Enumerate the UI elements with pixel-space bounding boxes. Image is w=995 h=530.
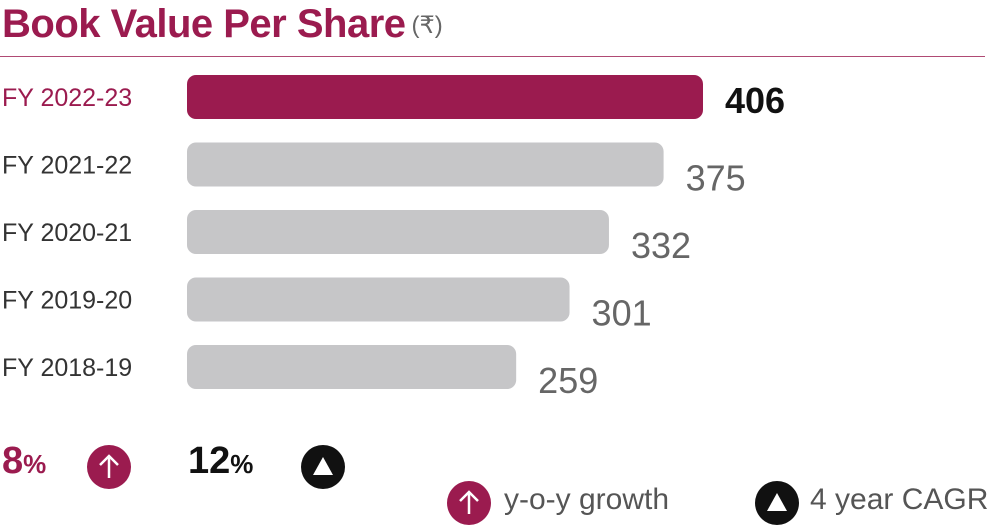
value-label: 259: [538, 360, 598, 400]
title-divider: [0, 56, 985, 57]
bar: [187, 210, 609, 254]
cagr-summary: 12%: [188, 440, 253, 500]
cagr-percent-sign: %: [230, 449, 254, 479]
yoy-percent-sign: %: [23, 449, 47, 479]
triangle-circle-icon: [301, 445, 345, 489]
bar: [187, 75, 703, 119]
value-label: 332: [631, 225, 691, 266]
yoy-growth-value: 8: [2, 440, 24, 482]
currency-unit: (₹): [411, 12, 443, 39]
arrow-up-circle-icon: [87, 445, 131, 489]
legend-yoy-label: y-o-y growth: [504, 483, 670, 516]
category-label: FY 2022-23: [2, 84, 132, 112]
bar: [187, 142, 664, 187]
value-label: 375: [686, 158, 746, 199]
yoy-summary: 8%: [2, 440, 46, 500]
value-label: 301: [592, 293, 652, 334]
value-label: 406: [725, 80, 785, 121]
bar: [187, 345, 517, 389]
bar: [187, 277, 570, 322]
cagr-value: 12: [188, 440, 231, 482]
legend-triangle-circle-icon: [755, 481, 799, 525]
chart-title-group: Book Value Per Share (₹): [2, 0, 443, 48]
legend-cagr-label: 4 year CAGR: [810, 483, 989, 516]
legend-arrow-up-circle-icon: [447, 481, 491, 525]
chart-title: Book Value Per Share: [2, 2, 406, 46]
bar-chart: FY 2022-23 406 FY 2021-22 375 FY 2020-21 332 F…: [2, 75, 785, 400]
category-label: FY 2019-20: [2, 287, 132, 315]
category-label: FY 2018-19: [2, 354, 132, 382]
category-label: FY 2021-22: [2, 152, 132, 180]
category-label: FY 2020-21: [2, 219, 132, 247]
